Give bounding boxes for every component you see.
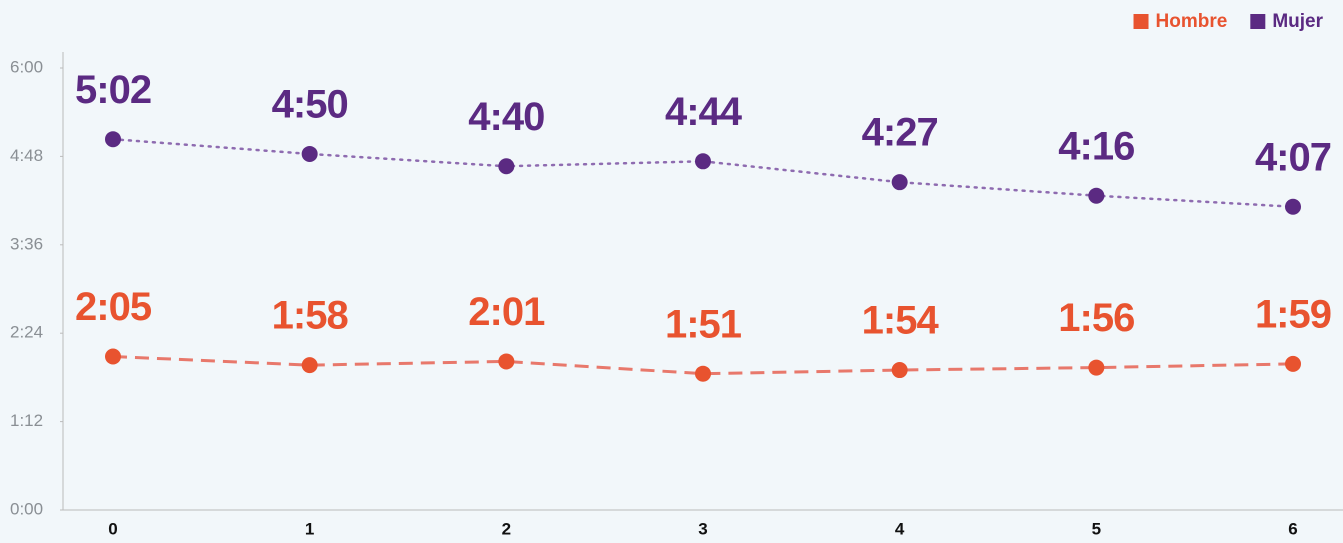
- value-label: 1:58: [272, 294, 349, 338]
- point: [1088, 359, 1105, 376]
- y-tick-label: 6:00: [10, 57, 43, 76]
- value-label: 4:07: [1255, 135, 1331, 179]
- point: [891, 174, 908, 191]
- point: [891, 362, 908, 379]
- point: [695, 153, 711, 170]
- y-tick-label: 1:12: [10, 411, 43, 430]
- x-tick-label: 4: [895, 519, 905, 538]
- point: [1285, 355, 1301, 372]
- y-tick-label: 3:36: [10, 234, 43, 253]
- value-label: 5:02: [75, 68, 151, 112]
- x-tick-label: 5: [1092, 519, 1101, 538]
- legend-label: Hombre: [1156, 11, 1228, 32]
- x-tick-label: 6: [1288, 519, 1297, 538]
- x-tick-label: 1: [305, 519, 314, 538]
- value-label: 1:51: [665, 302, 742, 346]
- value-label: 4:16: [1058, 124, 1134, 168]
- point: [301, 357, 318, 374]
- value-label: 2:01: [468, 290, 545, 334]
- value-label: 1:54: [862, 299, 940, 343]
- y-tick-label: 0:00: [10, 499, 43, 518]
- y-tick-label: 2:24: [10, 323, 43, 342]
- value-label: 2:05: [75, 285, 152, 329]
- x-tick-label: 3: [698, 519, 707, 538]
- legend-label: Mujer: [1272, 11, 1323, 32]
- value-label: 4:44: [665, 90, 743, 134]
- point: [1088, 187, 1105, 204]
- point: [105, 131, 121, 148]
- point: [301, 145, 318, 162]
- legend-swatch: [1133, 14, 1149, 29]
- point: [498, 353, 515, 370]
- value-label: 1:56: [1058, 296, 1134, 340]
- value-label: 1:59: [1255, 292, 1331, 336]
- point: [105, 348, 121, 365]
- point: [695, 365, 711, 382]
- point: [498, 158, 515, 175]
- x-tick-label: 0: [108, 519, 117, 538]
- legend-swatch: [1250, 14, 1266, 29]
- value-label: 4:50: [272, 83, 348, 127]
- x-tick-label: 2: [502, 519, 511, 538]
- value-label: 4:40: [468, 95, 544, 139]
- y-tick-label: 4:48: [10, 146, 43, 165]
- point: [1285, 198, 1301, 215]
- value-label: 4:27: [862, 111, 938, 155]
